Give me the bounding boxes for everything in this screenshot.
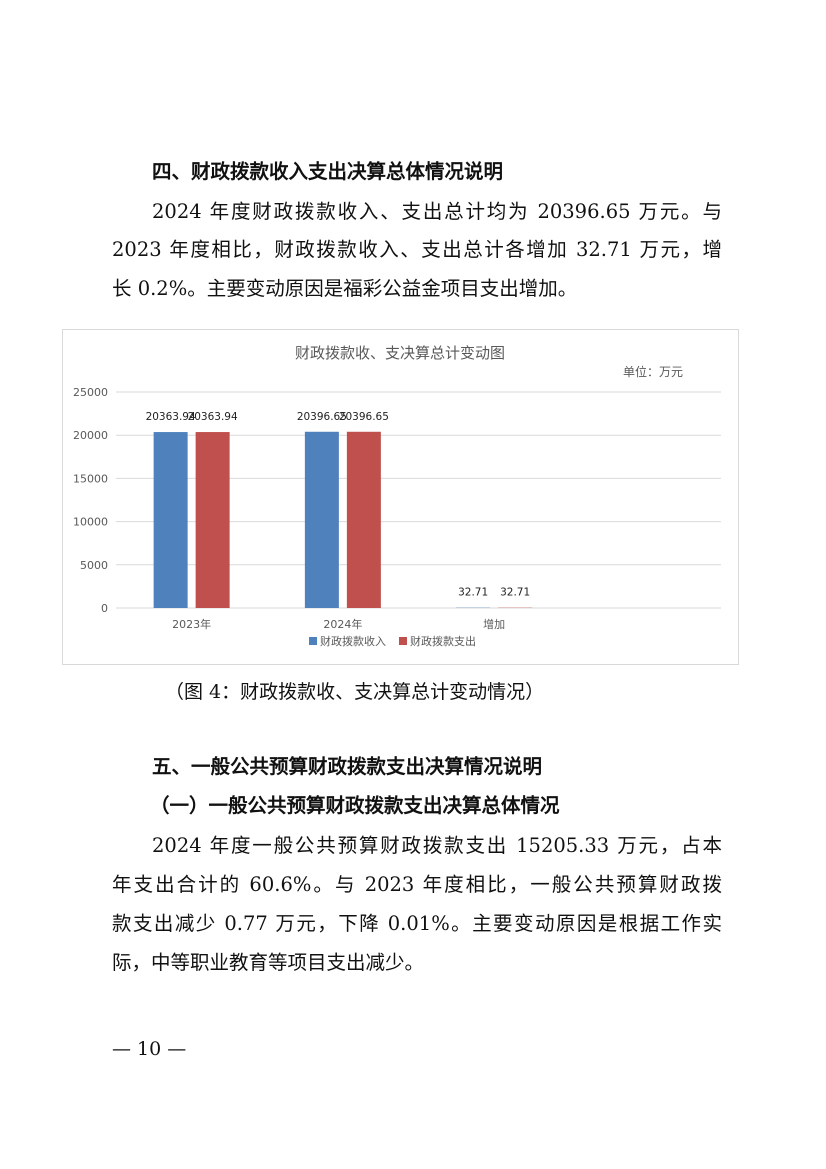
paragraph-line: 年支出合计的 60.6%。与 2023 年度相比，一般公共预算财政拨 [112,873,722,896]
paragraph-line: 2023 年度相比，财政拨款收入、支出总计各增加 32.71 万元，增 [112,238,722,261]
paragraph-line: 际，中等职业教育等项目支出减少。 [112,951,425,974]
paragraph-line: 长 0.2%。主要变动原因是福彩公益金项目支出增加。 [112,277,578,300]
chart-title: 财政拨款收、支决算总计变动图 [295,344,505,362]
legend-label: 财政拨款支出 [410,634,476,648]
data-label: 20396.65 [339,411,389,423]
data-label: 32.71 [458,587,488,599]
paragraph-line: 2024 年度一般公共预算财政拨款支出 15205.33 万元，占本 [152,834,722,857]
figure-caption: （图 4：财政拨款收、支决算总计变动情况） [165,681,545,703]
bar-expense [195,432,230,608]
page-number: — 10 — [112,1038,187,1060]
bar-income [304,431,339,608]
data-label: 32.71 [500,587,530,599]
x-tick-label: 2023年 [172,617,211,631]
y-tick-label: 25000 [73,386,108,399]
paragraph-line: 款支出减少 0.77 万元，下降 0.01%。主要变动原因是根据工作实 [112,912,722,935]
x-tick-label: 2024年 [323,617,362,631]
x-tick-label: 增加 [483,617,505,631]
section5-subheading: （一）一般公共预算财政拨款支出决算总体情况 [150,794,560,817]
y-tick-label: 15000 [73,472,108,485]
unit-label: 单位：万元 [623,364,683,379]
data-label: 20363.94 [188,411,238,423]
legend-label: 财政拨款收入 [320,634,386,648]
y-tick-label: 0 [101,602,108,615]
bar-chart: 财政拨款收、支决算总计变动图单位：万元 0 5000 10000 15000 20000 2… [62,329,739,665]
bar-expense [346,431,381,608]
legend-swatch [309,637,317,645]
y-tick-label: 20000 [73,429,108,442]
y-tick-label: 10000 [73,516,108,529]
section5-heading: 五、一般公共预算财政拨款支出决算情况说明 [152,755,543,778]
data-label: 20363.94 [146,411,196,423]
y-tick-label: 5000 [80,559,108,572]
paragraph-line: 2024 年度财政拨款收入、支出总计均为 20396.65 万元。与 [152,200,722,223]
legend-swatch [399,637,407,645]
data-label: 20396.65 [297,411,347,423]
section4-heading: 四、财政拨款收入支出决算总体情况说明 [152,160,504,183]
bar-income [153,432,188,608]
